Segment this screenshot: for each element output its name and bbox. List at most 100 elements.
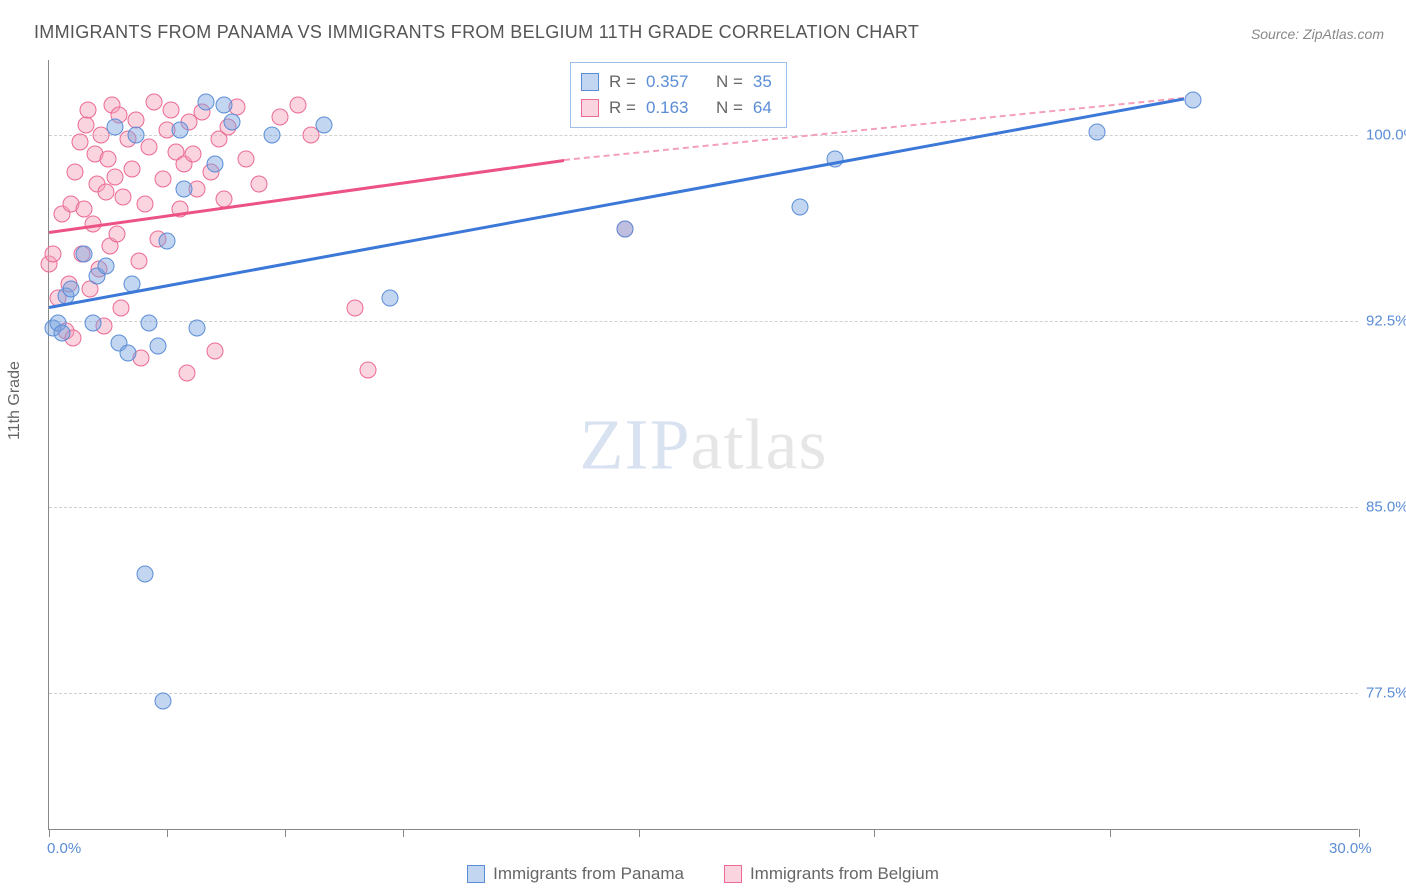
scatter-point-panama: [206, 156, 223, 173]
scatter-point-panama: [792, 198, 809, 215]
scatter-point-panama: [119, 345, 136, 362]
scatter-point-belgium: [67, 163, 84, 180]
n-value-belgium: 64: [753, 95, 772, 121]
bottom-legend: Immigrants from Panama Immigrants from B…: [0, 864, 1406, 884]
legend-swatch-panama: [581, 73, 599, 91]
scatter-point-panama: [224, 114, 241, 131]
r-label: R =: [609, 95, 636, 121]
n-value-panama: 35: [753, 69, 772, 95]
scatter-point-belgium: [346, 300, 363, 317]
x-tick: [1359, 829, 1360, 837]
x-tick-label: 0.0%: [47, 840, 81, 857]
gridline-h: [49, 693, 1358, 694]
legend-item-belgium: Immigrants from Belgium: [724, 864, 939, 884]
scatter-point-belgium: [123, 161, 140, 178]
scatter-point-belgium: [113, 300, 130, 317]
x-tick: [285, 829, 286, 837]
n-label: N =: [716, 69, 743, 95]
scatter-point-panama: [189, 320, 206, 337]
gridline-h: [49, 507, 1358, 508]
scatter-point-panama: [75, 245, 92, 262]
scatter-point-panama: [158, 233, 175, 250]
scatter-point-panama: [84, 315, 101, 332]
scatter-point-belgium: [154, 171, 171, 188]
legend-label-panama: Immigrants from Panama: [493, 864, 684, 884]
gridline-h: [49, 135, 1358, 136]
scatter-point-panama: [176, 181, 193, 198]
x-tick: [639, 829, 640, 837]
chart-title: IMMIGRANTS FROM PANAMA VS IMMIGRANTS FRO…: [34, 22, 919, 43]
source-label: Source:: [1251, 26, 1303, 42]
scatter-point-panama: [154, 692, 171, 709]
scatter-point-panama: [617, 220, 634, 237]
x-tick: [403, 829, 404, 837]
r-value-panama: 0.357: [646, 69, 696, 95]
gridline-h: [49, 321, 1358, 322]
scatter-point-belgium: [185, 146, 202, 163]
scatter-point-panama: [1089, 124, 1106, 141]
scatter-point-belgium: [206, 342, 223, 359]
scatter-point-belgium: [137, 196, 154, 213]
n-label: N =: [716, 95, 743, 121]
scatter-point-belgium: [359, 362, 376, 379]
scatter-point-panama: [381, 290, 398, 307]
legend-item-panama: Immigrants from Panama: [467, 864, 684, 884]
watermark-atlas: atlas: [691, 404, 828, 484]
scatter-point-panama: [128, 126, 145, 143]
scatter-point-belgium: [99, 151, 116, 168]
legend-swatch-belgium: [581, 99, 599, 117]
r-label: R =: [609, 69, 636, 95]
scatter-point-belgium: [106, 168, 123, 185]
legend-row-belgium: R = 0.163 N = 64: [581, 95, 772, 121]
scatter-point-panama: [62, 280, 79, 297]
y-tick-label: 85.0%: [1366, 499, 1406, 516]
chart-plot-area: ZIPatlas 77.5%85.0%92.5%100.0%0.0%30.0%: [48, 60, 1358, 830]
legend-row-panama: R = 0.357 N = 35: [581, 69, 772, 95]
scatter-point-panama: [263, 126, 280, 143]
x-tick-label: 30.0%: [1329, 840, 1372, 857]
scatter-point-belgium: [71, 133, 88, 150]
y-axis-label: 11th Grade: [6, 361, 24, 440]
source-value: ZipAtlas.com: [1303, 26, 1384, 42]
scatter-point-belgium: [108, 225, 125, 242]
scatter-point-panama: [106, 119, 123, 136]
scatter-point-belgium: [250, 176, 267, 193]
scatter-point-belgium: [178, 364, 195, 381]
x-tick: [1110, 829, 1111, 837]
scatter-point-panama: [316, 116, 333, 133]
x-tick: [167, 829, 168, 837]
scatter-point-belgium: [141, 138, 158, 155]
y-tick-label: 100.0%: [1366, 126, 1406, 143]
watermark-zip: ZIP: [580, 404, 691, 484]
legend-swatch-belgium: [724, 865, 742, 883]
correlation-legend-box: R = 0.357 N = 35 R = 0.163 N = 64: [570, 62, 787, 128]
scatter-point-belgium: [130, 253, 147, 270]
x-tick: [874, 829, 875, 837]
x-tick: [49, 829, 50, 837]
r-value-belgium: 0.163: [646, 95, 696, 121]
scatter-point-belgium: [163, 101, 180, 118]
scatter-point-belgium: [237, 151, 254, 168]
scatter-point-belgium: [78, 116, 95, 133]
scatter-point-panama: [137, 566, 154, 583]
scatter-point-belgium: [80, 101, 97, 118]
scatter-point-panama: [1185, 91, 1202, 108]
scatter-point-belgium: [289, 96, 306, 113]
scatter-point-belgium: [45, 245, 62, 262]
scatter-point-panama: [141, 315, 158, 332]
scatter-point-panama: [172, 121, 189, 138]
legend-label-belgium: Immigrants from Belgium: [750, 864, 939, 884]
watermark: ZIPatlas: [580, 403, 828, 486]
scatter-point-belgium: [272, 109, 289, 126]
scatter-point-belgium: [145, 94, 162, 111]
legend-swatch-panama: [467, 865, 485, 883]
scatter-point-panama: [54, 325, 71, 342]
scatter-point-panama: [198, 94, 215, 111]
scatter-point-belgium: [97, 183, 114, 200]
scatter-point-belgium: [115, 188, 132, 205]
scatter-point-panama: [97, 258, 114, 275]
y-tick-label: 92.5%: [1366, 312, 1406, 329]
scatter-point-panama: [215, 96, 232, 113]
source-attribution: Source: ZipAtlas.com: [1251, 26, 1384, 42]
y-tick-label: 77.5%: [1366, 685, 1406, 702]
